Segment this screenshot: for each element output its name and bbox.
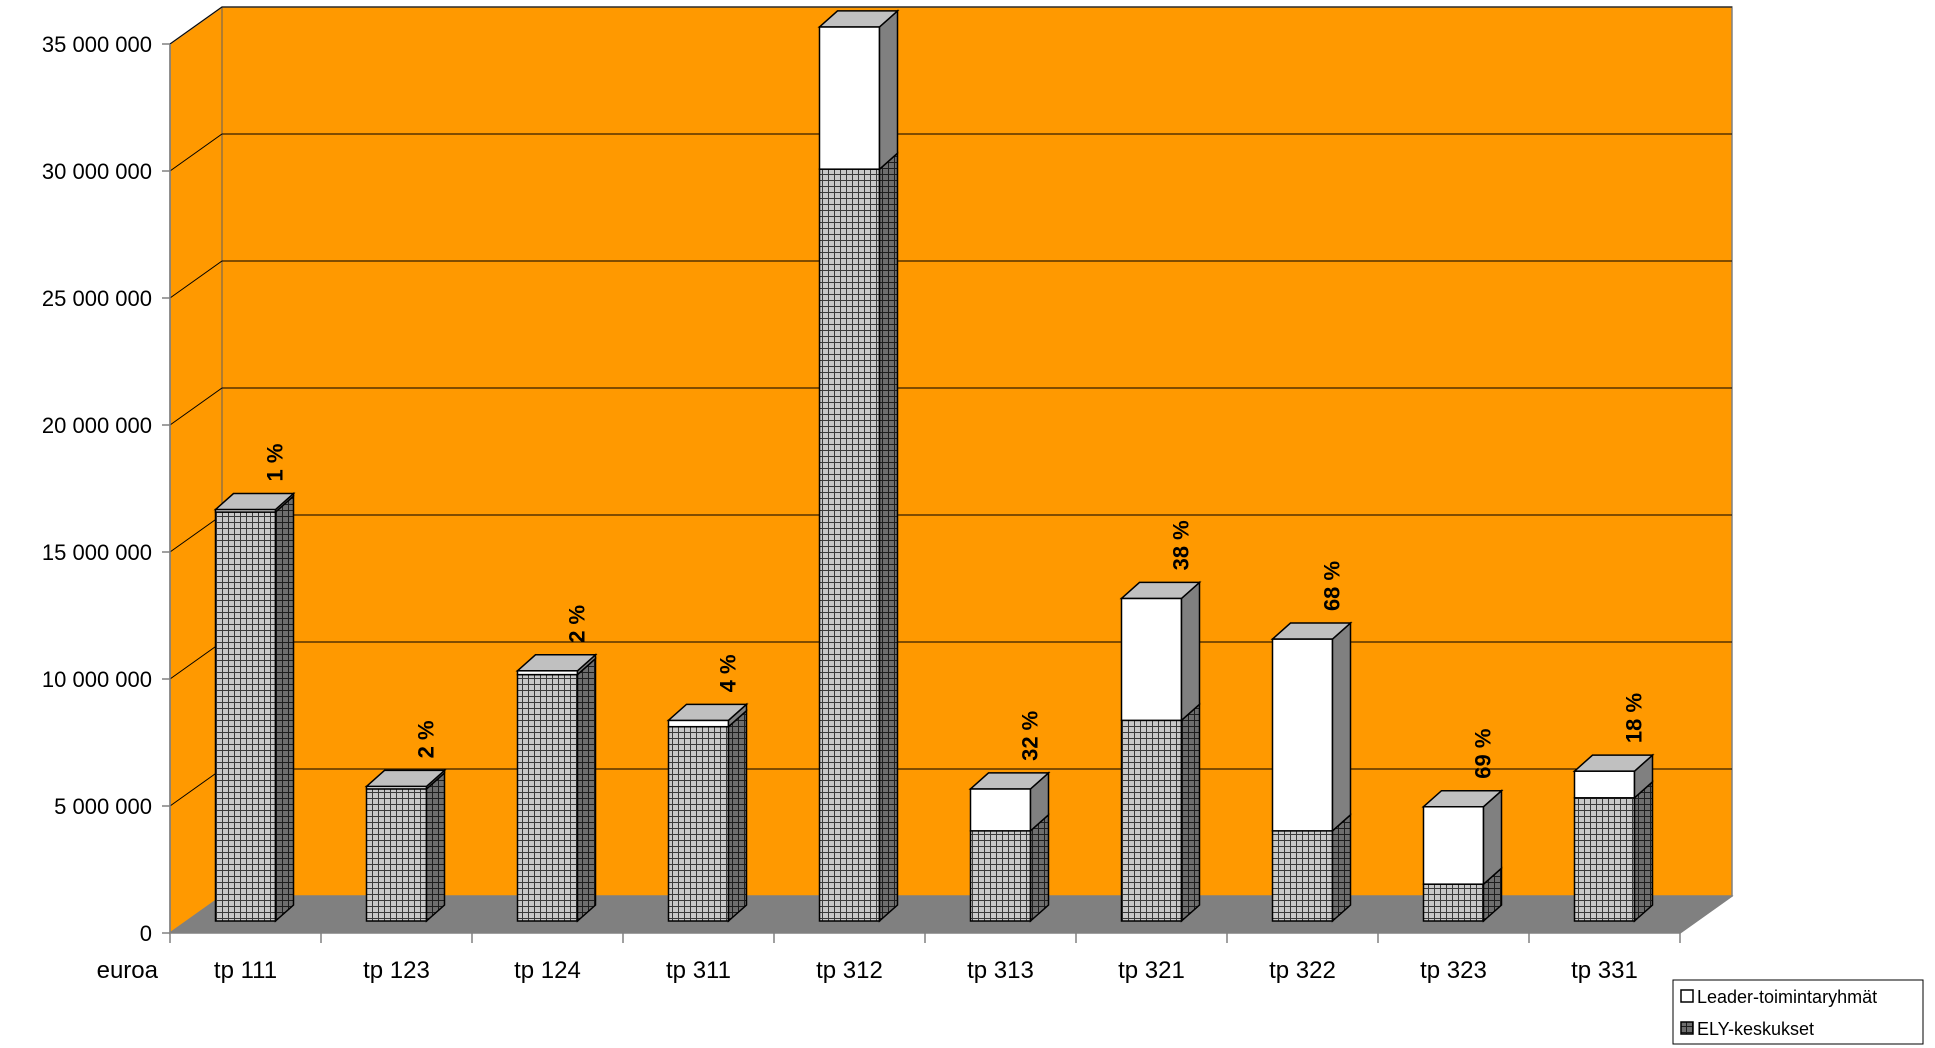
bar-leader [667, 719, 730, 728]
legend: Leader-toimintaryhmät ELY-keskukset [1672, 979, 1924, 1045]
y-tick-label: 15 000 000 [42, 540, 152, 565]
bar-leader [1422, 805, 1485, 885]
floor-edge [1679, 895, 1733, 934]
bar-top [1270, 622, 1353, 640]
bar-leader [1271, 638, 1334, 832]
bar-ely [214, 511, 277, 922]
gridline [169, 6, 1732, 45]
pct-label: 18 % [1622, 693, 1647, 743]
pct-label: 2 % [565, 605, 590, 643]
pct-label: 69 % [1471, 729, 1496, 779]
x-tick-label: tp 313 [967, 957, 1034, 984]
legend-swatch-leader [1680, 989, 1694, 1003]
y-axis: 0 5 000 000 10 000 000 15 000 000 20 000 000… [42, 32, 171, 946]
pct-label: 2 % [414, 720, 439, 758]
bar-top [364, 769, 447, 788]
x-tick-label: tp 111 [214, 957, 277, 984]
y-tick-label: 10 000 000 [42, 667, 152, 692]
bar-leader-side [1180, 580, 1201, 723]
y-tick-label: 0 [140, 921, 152, 946]
y-tick-label: 25 000 000 [42, 286, 152, 311]
bar-top [1572, 754, 1655, 772]
x-tick-label: tp 322 [1269, 957, 1336, 984]
y-tick-label: 20 000 000 [42, 413, 152, 438]
bar-ely [516, 673, 579, 922]
x-tick-label: tp 331 [1571, 957, 1638, 984]
bars [213, 9, 1655, 923]
bar-ely-side [878, 151, 899, 923]
bar-ely [1422, 883, 1485, 922]
y-tick-label: 30 000 000 [42, 159, 152, 184]
x-tick-label: tp 321 [1118, 957, 1185, 984]
bar-top [1421, 789, 1504, 808]
pct-label: 4 % [716, 654, 741, 692]
x-tick-label: tp 123 [363, 957, 430, 984]
pct-label: 32 % [1018, 711, 1043, 761]
gridline [169, 133, 1732, 172]
pct-label: 68 % [1320, 561, 1345, 611]
bar-ely-side [425, 771, 446, 923]
x-tick-label: tp 311 [666, 957, 731, 984]
legend-label-leader: Leader-toimintaryhmät [1697, 987, 1877, 1007]
y-tick-label: 5 000 000 [54, 794, 152, 819]
x-tick-label: tp 312 [816, 957, 883, 984]
gridline [169, 387, 1732, 426]
bar-ely-side [727, 709, 748, 923]
bar-ely-side [1331, 813, 1352, 923]
bar-top [515, 654, 598, 672]
gridline [169, 260, 1732, 299]
bar-leader [1573, 770, 1636, 799]
bar-leader [969, 788, 1032, 832]
pct-label: 38 % [1169, 520, 1194, 570]
bar-ely [365, 788, 428, 922]
bar-leader [818, 26, 881, 170]
bar-ely-side [1029, 813, 1050, 923]
bar-ely [969, 830, 1032, 922]
bar-top [1119, 581, 1202, 600]
bar-leader-side [1331, 621, 1352, 833]
bar-leader-side [878, 9, 899, 171]
x-tick-label: tp 124 [514, 957, 581, 984]
bar-ely-side [1633, 780, 1654, 923]
bar-ely-side [274, 494, 295, 923]
bar-top [666, 703, 749, 722]
y-unit-label: euroa [97, 957, 159, 984]
bar-top [817, 10, 900, 28]
data-labels: 1 %2 %2 %4 %16 %32 %38 %68 %69 %18 % [263, 444, 1647, 779]
bar-ely [1573, 797, 1636, 922]
bar-ely-side [1180, 702, 1201, 923]
bar-leader [1120, 597, 1183, 722]
y-tick-label: 35 000 000 [42, 32, 152, 57]
bar-ely [667, 725, 730, 922]
bar-ely [1271, 830, 1334, 922]
x-axis: tp 111 tp 123 tp 124 tp 311 tp 312 tp 313 tp 3… [169, 895, 1733, 984]
bar-ely [1120, 719, 1183, 922]
x-tick-label: tp 323 [1420, 957, 1487, 984]
pct-label: 1 % [263, 444, 288, 482]
bar-ely-side [576, 656, 597, 923]
bar-top [968, 772, 1051, 790]
legend-box [1672, 979, 1924, 1045]
bar-ely [818, 168, 881, 922]
legend-swatch-ely [1680, 1021, 1694, 1035]
bar-top [213, 492, 296, 511]
legend-label-ely: ELY-keskukset [1697, 1019, 1814, 1039]
